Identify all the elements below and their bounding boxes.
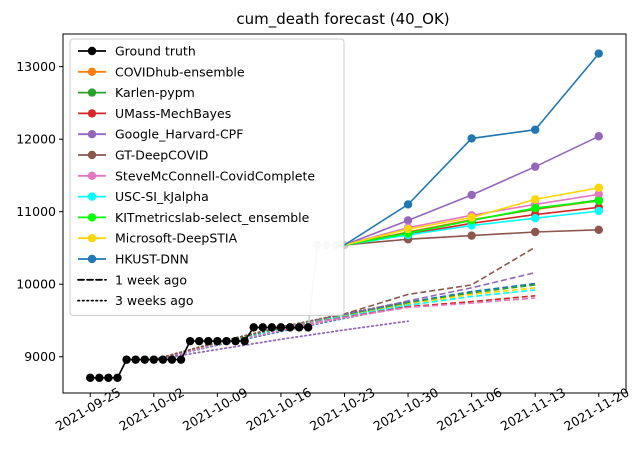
ground-truth-point-17 (240, 336, 249, 346)
one-week-ago-line-3 (280, 284, 536, 329)
y-tick-label-4: 13000 (16, 59, 56, 74)
legend-marker-0 (87, 46, 97, 56)
legend-label-9: Microsoft-DeepSTIA (115, 231, 238, 246)
legend-marker-10 (87, 254, 97, 264)
ground-truth-point-10 (176, 355, 186, 364)
forecast-point-6-3 (594, 206, 603, 216)
legend-label-3: UMass-MechBayes (115, 106, 231, 121)
legend-marker-1 (87, 67, 97, 77)
legend-marker-5 (87, 150, 97, 160)
legend-marker-3 (87, 109, 97, 118)
legend-label-5: GT-DeepCOVID (115, 148, 208, 163)
legend-label-10: HKUST-DNN (115, 252, 189, 267)
forecast-point-5-3 (594, 190, 603, 199)
legend-label-11: 1 week ago (115, 272, 187, 287)
one-week-ago-line-4 (280, 287, 536, 329)
ground-truth-point-13 (204, 336, 213, 346)
legend-label-7: USC-SI_kJalpha (115, 189, 209, 204)
legend-marker-6 (87, 171, 97, 180)
ground-truth-point-7 (149, 355, 159, 364)
ground-truth-point-15 (222, 336, 231, 346)
plot-area (86, 49, 603, 382)
x-tick-label-2: 2021-10-09 (180, 384, 250, 433)
ground-truth-point-22 (285, 323, 295, 332)
legend-label-4: Google_Harvard-CPF (115, 127, 243, 142)
ground-truth-point-18 (249, 323, 258, 332)
x-tick-label-5: 2021-10-30 (371, 384, 441, 433)
legend-label-6: SteveMcConnell-CovidComplete (115, 168, 315, 183)
ground-truth-point-1 (95, 373, 104, 382)
legend-label-8: KITmetricslab-select_ensemble (115, 210, 310, 225)
ground-truth-point-23 (294, 323, 304, 332)
forecast-point-8-1 (467, 213, 476, 222)
y-tick-label-1: 10000 (16, 277, 56, 292)
ground-truth-point-2 (104, 373, 113, 382)
chart-title: cum_death forecast (40_OK) (236, 10, 449, 29)
y-tick-label-2: 11000 (16, 204, 56, 219)
ground-truth-point-6 (140, 355, 149, 364)
forecast-point-4-3 (594, 225, 603, 235)
ground-truth-point-11 (185, 336, 195, 346)
forecast-point-3-3 (594, 132, 603, 141)
ground-truth-point-3 (113, 373, 122, 382)
forecast-point-8-0 (403, 224, 413, 234)
legend-marker-8 (87, 213, 97, 222)
ground-truth-point-5 (131, 355, 140, 364)
legend-label-12: 3 weeks ago (115, 293, 194, 308)
forecast-point-8-3 (594, 183, 603, 192)
ground-truth-point-0 (86, 373, 95, 382)
forecast-point-3-2 (530, 162, 540, 171)
forecast-point-9-2 (530, 125, 540, 134)
legend-label-1: COVIDhub-ensemble (115, 64, 245, 79)
x-tick-label-8: 2021-11-20 (561, 384, 631, 433)
ground-truth-point-9 (167, 355, 177, 364)
forecast-point-9-3 (594, 49, 603, 58)
one-week-ago-line-7 (280, 297, 536, 329)
ground-truth-point-20 (267, 323, 277, 332)
legend-label-2: Karlen-pypm (115, 85, 195, 100)
ground-truth-point-8 (158, 355, 168, 364)
legend-marker-2 (87, 88, 97, 97)
ground-truth-point-19 (258, 323, 267, 332)
ground-truth-point-24 (303, 323, 313, 332)
ground-truth-point-14 (213, 336, 222, 346)
forecast-point-8-2 (530, 195, 540, 204)
x-tick-label-7: 2021-11-13 (498, 384, 568, 433)
legend-marker-7 (87, 192, 97, 201)
x-tick-label-4: 2021-10-23 (307, 384, 377, 433)
forecast-point-9-1 (467, 134, 476, 143)
y-tick-label-0: 9000 (24, 349, 56, 364)
y-tick-label-3: 12000 (16, 132, 56, 147)
one-week-ago-line-0 (280, 246, 536, 329)
x-tick-label-1: 2021-10-02 (116, 384, 186, 433)
ground-truth-point-4 (122, 355, 131, 364)
one-week-ago-line-1 (280, 271, 536, 329)
ground-truth-point-12 (195, 336, 204, 346)
forecast-point-3-0 (403, 216, 413, 225)
forecast-point-6-2 (530, 214, 540, 223)
legend-marker-9 (87, 234, 97, 243)
legend: Ground truth COVIDhub-ensemble Karlen-pypm… (69, 38, 345, 316)
one-week-ago-line-5 (280, 289, 536, 329)
forecast-point-3-1 (467, 190, 476, 200)
x-tick-label-6: 2021-11-06 (434, 384, 504, 433)
forecast-point-4-1 (467, 231, 476, 240)
forecast-point-7-3 (594, 196, 603, 206)
forecast-point-4-2 (530, 227, 540, 237)
x-tick-label-3: 2021-10-16 (243, 384, 313, 433)
forecast-point-7-2 (530, 203, 540, 213)
legend-box (69, 38, 345, 316)
forecast-point-9-0 (403, 200, 413, 209)
legend-marker-4 (87, 130, 97, 139)
legend-label-0: Ground truth (115, 44, 196, 59)
ground-truth-point-21 (276, 323, 286, 332)
ground-truth-point-16 (231, 336, 240, 346)
